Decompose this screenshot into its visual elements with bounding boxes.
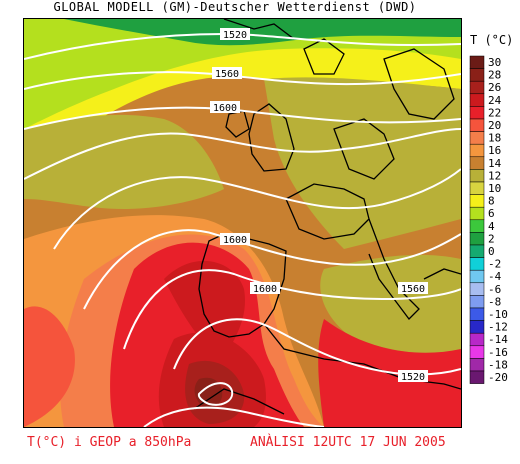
legend-label: -6 (488, 283, 501, 296)
legend-label: 0 (488, 245, 495, 258)
legend-swatch (469, 181, 485, 195)
legend-swatch (469, 169, 485, 183)
legend-label: -18 (488, 358, 508, 371)
legend-swatch (469, 358, 485, 372)
legend-swatch (469, 219, 485, 233)
legend-swatch (469, 93, 485, 107)
legend-label: 12 (488, 169, 501, 182)
legend-swatch (469, 307, 485, 321)
legend-label: 24 (488, 94, 502, 107)
legend-swatch (469, 80, 485, 95)
temperature-map: 1520 1560 1600 1600 1600 1560 1520 (23, 18, 462, 428)
contour-label-1520-southeast: 1520 (401, 372, 425, 383)
legend-swatch (469, 131, 485, 145)
legend-swatch (469, 106, 485, 120)
contour-label-1600-north: 1600 (213, 103, 237, 114)
legend-label: 22 (488, 106, 501, 119)
legend-label: 30 (488, 56, 501, 69)
contour-label-1560-mediterranean: 1560 (401, 284, 425, 295)
contour-label-1520-north: 1520 (223, 30, 247, 41)
legend-label: -10 (488, 308, 508, 321)
legend-label: -14 (488, 333, 508, 346)
legend-swatch (469, 345, 485, 359)
legend-label: 26 (488, 81, 501, 94)
legend-swatch (469, 232, 485, 246)
contour-label-1600-iberia-south: 1600 (253, 284, 277, 295)
legend-swatch (469, 68, 485, 82)
legend-label: 10 (488, 182, 501, 195)
legend-swatch (469, 55, 485, 69)
footer-variable: T(°C) i GEOP a 850hPa (27, 435, 192, 450)
legend-label: -2 (488, 258, 501, 271)
legend-label: 14 (488, 157, 502, 170)
legend-label: -8 (488, 295, 501, 308)
legend-swatch (469, 295, 485, 309)
legend-swatch (469, 118, 485, 132)
legend-label: 16 (488, 144, 501, 157)
legend-swatch (469, 269, 485, 284)
legend-label: -4 (488, 270, 502, 283)
temperature-legend: 30 28 26 24 22 20 18 16 14 12 10 8 6 4 2 0 -2 -4 -6 -8 -10 -1… (468, 54, 518, 388)
legend-swatch (469, 370, 485, 384)
legend-label: -16 (488, 346, 508, 359)
legend-swatch (469, 244, 485, 258)
legend-colorbar: 302826242220181614121086420-2-4-6-8-10-1… (469, 55, 508, 384)
legend-swatch (469, 320, 485, 334)
map-title: GLOBAL MODELL (GM)-Deutscher Wetterdiens… (53, 0, 417, 14)
legend-swatch (469, 143, 485, 158)
footer-analysis-time: ANÀLISI 12UTC 17 JUN 2005 (250, 435, 446, 450)
legend-label: 6 (488, 207, 495, 220)
legend-label: -20 (488, 371, 508, 384)
legend-label: 4 (488, 220, 495, 233)
contour-label-1600-iberia-north: 1600 (223, 235, 247, 246)
legend-swatch (469, 332, 485, 347)
contour-labels: 1520 1560 1600 1600 1600 1560 1520 (210, 28, 428, 383)
legend-swatch (469, 257, 485, 271)
legend-swatch (469, 156, 485, 170)
legend-label: 18 (488, 132, 501, 145)
legend-label: 28 (488, 69, 501, 82)
temperature-field: 1520 1560 1600 1600 1600 1560 1520 (23, 18, 462, 428)
legend-swatch (469, 194, 485, 208)
legend-swatch (469, 206, 485, 221)
legend-swatch (469, 282, 485, 296)
legend-label: 8 (488, 195, 495, 208)
legend-label: -12 (488, 321, 508, 334)
legend-label: 20 (488, 119, 501, 132)
legend-title: T (°C) (470, 33, 514, 47)
contour-label-1560-north: 1560 (215, 69, 239, 80)
legend-label: 2 (488, 232, 495, 245)
